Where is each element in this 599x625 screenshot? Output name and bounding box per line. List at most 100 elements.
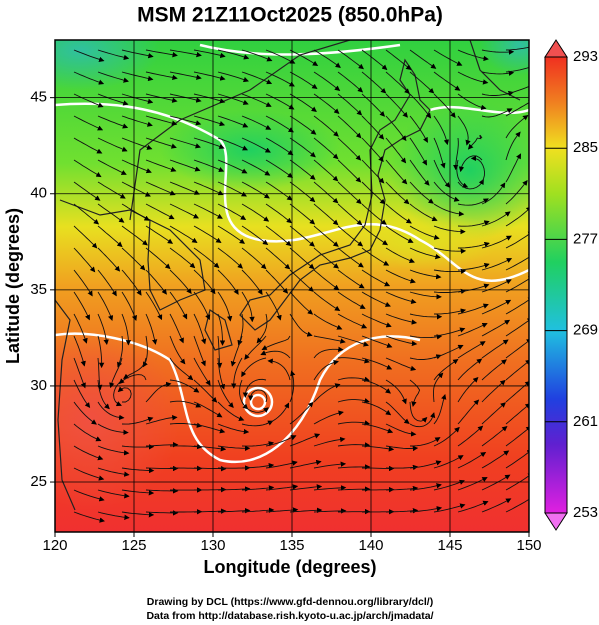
streamline: [193, 313, 207, 345]
streamline: [237, 313, 244, 346]
streamline: [457, 399, 480, 425]
streamline: [457, 376, 479, 403]
colorbar-tick-label: 269: [573, 322, 598, 339]
streamline: [337, 115, 362, 139]
streamline: [97, 335, 105, 369]
streamline: [409, 203, 438, 222]
streamline: [241, 71, 273, 85]
streamline: [241, 203, 270, 222]
streamline: [433, 71, 461, 91]
streamline: [289, 203, 316, 225]
streamline: [242, 378, 267, 398]
streamline: [313, 436, 346, 447]
streamline: [193, 247, 220, 269]
streamline: [230, 357, 243, 389]
streamline: [337, 442, 371, 448]
streamline: [97, 401, 125, 421]
streamline: [217, 49, 250, 60]
streamline: [505, 403, 529, 425]
streamline: [481, 70, 515, 76]
streamline: [217, 445, 251, 451]
streamline: [241, 225, 269, 246]
streamline: [73, 511, 105, 523]
streamline: [433, 503, 466, 513]
streamline: [169, 137, 201, 149]
streamline: [265, 71, 295, 87]
streamline: [121, 93, 154, 104]
streamline: [97, 93, 129, 106]
streamline: [457, 115, 471, 146]
streamline: [337, 464, 371, 470]
streamline: [457, 425, 484, 447]
streamline: [193, 71, 226, 81]
streamline: [289, 247, 315, 270]
streamline: [313, 247, 340, 269]
streamline: [409, 401, 428, 423]
streamline: [385, 181, 410, 205]
streamline: [145, 381, 172, 403]
streamline: [457, 263, 490, 271]
streamline: [433, 358, 459, 381]
streamline: [73, 379, 91, 409]
streamline: [265, 203, 292, 224]
streamline: [73, 71, 105, 85]
streamline: [433, 327, 466, 337]
streamline: [97, 49, 130, 60]
streamline: [385, 485, 419, 492]
streamline: [505, 114, 529, 139]
streamline: [193, 137, 225, 149]
streamline: [193, 225, 222, 243]
streamline: [73, 401, 97, 425]
streamline: [385, 335, 418, 347]
colorbar-tick-label: 261: [573, 413, 598, 430]
streamline: [409, 159, 430, 186]
streamline: [505, 496, 529, 513]
streamline: [457, 71, 489, 85]
streamline: [73, 181, 101, 201]
streamline: [481, 498, 512, 513]
streamline: [457, 500, 489, 513]
streamline: [481, 426, 508, 447]
streamline: [505, 359, 529, 381]
contour-lines: [55, 43, 529, 464]
streamline: [433, 344, 464, 359]
streamline: [113, 379, 123, 407]
streamline: [385, 379, 407, 405]
streamline: [73, 137, 103, 154]
streamline: [193, 49, 226, 58]
streamline: [121, 416, 154, 425]
y-axis-label: Latitude (degrees): [3, 208, 23, 364]
streamline: [361, 115, 385, 140]
streamline: [385, 269, 416, 284]
streamline: [409, 379, 421, 407]
streamline: [289, 507, 323, 513]
streamline: [121, 247, 146, 271]
streamline: [121, 203, 150, 221]
streamline: [217, 137, 249, 151]
streamline: [410, 437, 441, 447]
streamline: [145, 442, 179, 448]
streamline: [241, 507, 275, 513]
streamline: [337, 376, 370, 382]
streamline: [337, 335, 369, 347]
streamline: [230, 335, 243, 367]
streamline: [289, 159, 316, 180]
streamline: [97, 313, 109, 345]
streamline: [73, 115, 104, 131]
streamline: [337, 181, 362, 205]
streamline: [97, 379, 110, 410]
streamline: [121, 269, 142, 296]
streamline: [337, 49, 365, 70]
streamline: [73, 247, 96, 273]
streamline: [385, 137, 407, 164]
streamline: [361, 335, 393, 348]
streamline: [169, 379, 200, 393]
streamline: [247, 389, 268, 403]
streamline: [261, 335, 291, 351]
streamline: [121, 159, 152, 174]
streamline: [241, 137, 271, 153]
streamline: [385, 445, 419, 452]
streamline: [457, 93, 487, 110]
streamline: [361, 203, 387, 225]
streamline: [289, 459, 322, 469]
